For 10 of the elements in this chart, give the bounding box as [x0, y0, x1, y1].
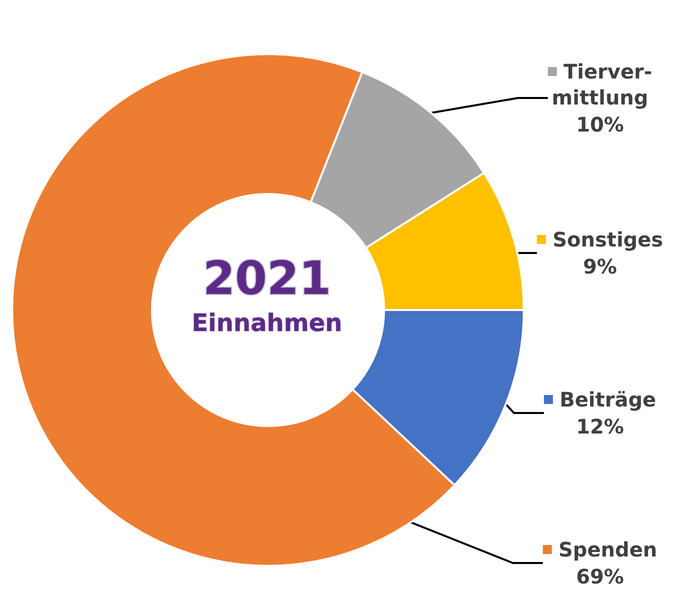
legend-label: Spenden	[558, 538, 658, 562]
legend-label: Sonstiges	[552, 228, 664, 252]
text: 2021	[202, 251, 332, 305]
data-label: 69%	[576, 564, 624, 588]
data-label: 12%	[576, 414, 624, 438]
legend-label: Tierver- mittlung	[552, 60, 652, 110]
data-label: 10%	[576, 112, 624, 136]
data-label: 9%	[583, 254, 617, 278]
text: Einnahmen	[192, 309, 342, 337]
legend-label: Beiträge	[560, 388, 656, 412]
